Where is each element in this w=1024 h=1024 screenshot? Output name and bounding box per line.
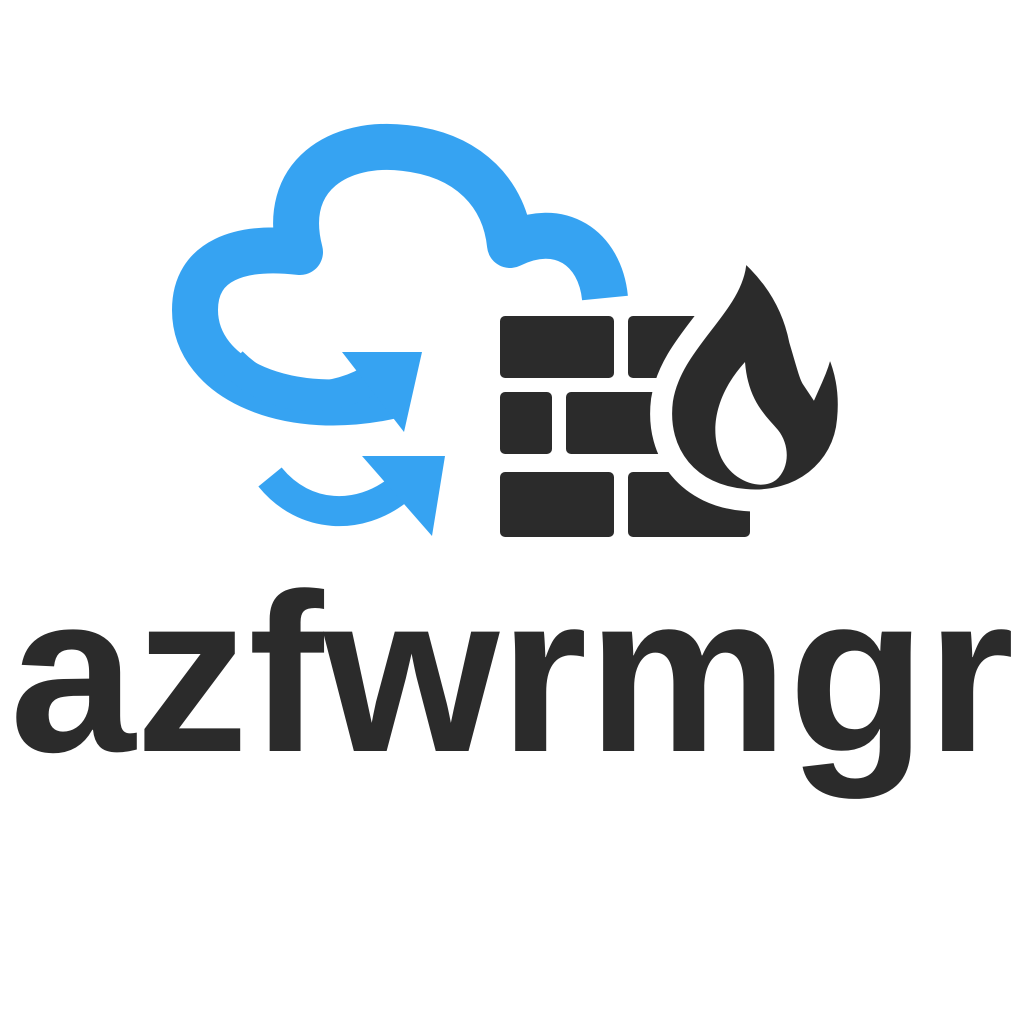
cloud-icon <box>172 123 628 426</box>
wordmark: azfwrmgr <box>9 546 1015 799</box>
flame-icon <box>650 204 860 512</box>
logo-mark <box>172 123 860 537</box>
sync-arrows-icon <box>221 350 445 536</box>
